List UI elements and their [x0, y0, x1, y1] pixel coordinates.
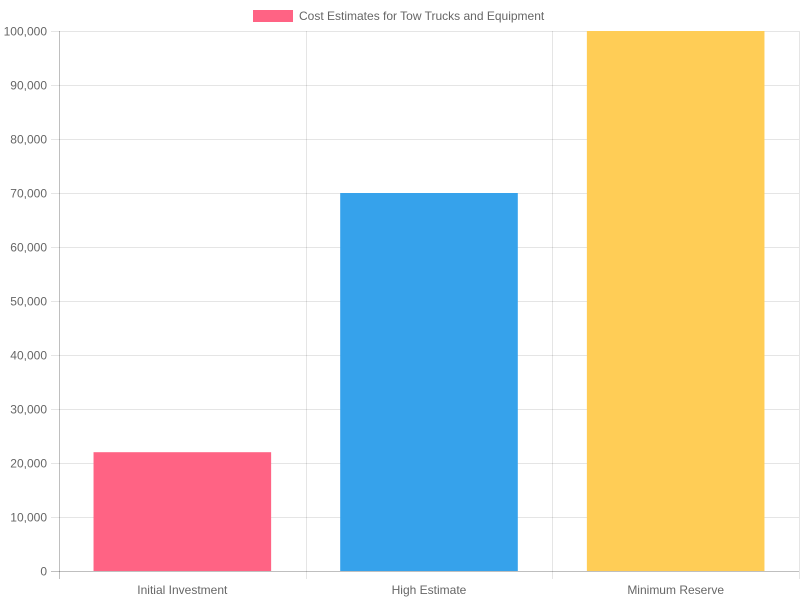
y-tick-label: 10,000	[10, 511, 47, 525]
bar[interactable]	[93, 452, 272, 571]
y-tick-label: 30,000	[10, 403, 47, 417]
y-tick-label: 20,000	[10, 457, 47, 471]
legend[interactable]: Cost Estimates for Tow Trucks and Equipm…	[253, 9, 545, 23]
y-tick-label: 80,000	[10, 133, 47, 147]
y-tick-label: 50,000	[10, 295, 47, 309]
y-tick-label: 70,000	[10, 187, 47, 201]
x-tick-label: High Estimate	[392, 583, 467, 597]
x-tick-label: Initial Investment	[137, 583, 228, 597]
bars	[93, 31, 765, 571]
y-tick-label: 0	[40, 565, 47, 579]
bar[interactable]	[586, 31, 765, 571]
x-tick-label: Minimum Reserve	[627, 583, 724, 597]
bar[interactable]	[340, 193, 518, 571]
y-tick-label: 40,000	[10, 349, 47, 363]
legend-label: Cost Estimates for Tow Trucks and Equipm…	[299, 9, 545, 23]
y-tick-label: 60,000	[10, 241, 47, 255]
legend-swatch	[253, 10, 293, 22]
y-tick-label: 90,000	[10, 79, 47, 93]
y-axis: 0 10,000 20,000 30,000 40,000 50,000 60,000 70,…	[4, 25, 48, 579]
y-tick-label: 100,000	[4, 25, 48, 39]
x-axis: Initial Investment High Estimate Minimum R…	[137, 583, 724, 597]
